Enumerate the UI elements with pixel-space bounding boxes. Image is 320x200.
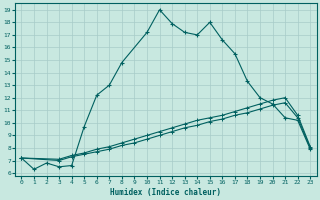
X-axis label: Humidex (Indice chaleur): Humidex (Indice chaleur) xyxy=(110,188,221,197)
